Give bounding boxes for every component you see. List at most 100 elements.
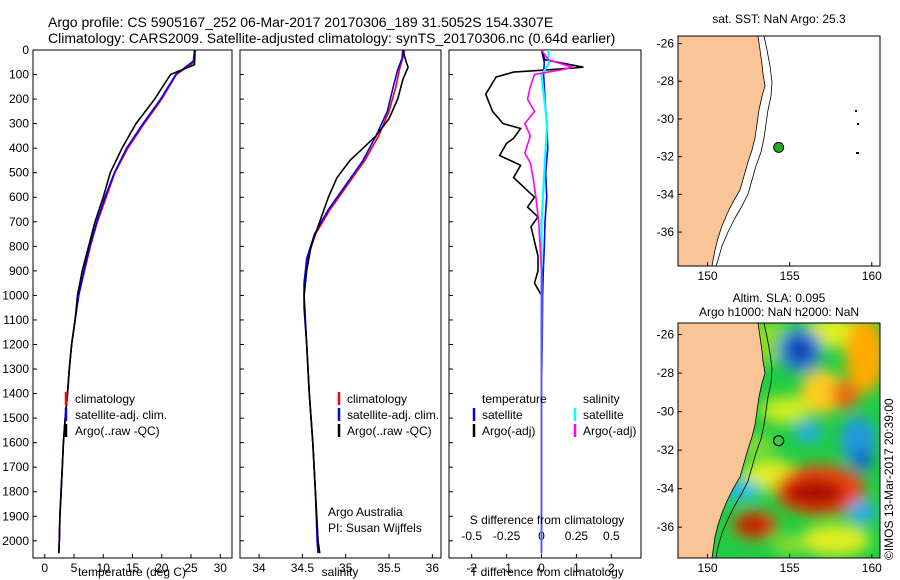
difference-panel-frame (448, 49, 642, 559)
credit-pi-name: PI: Susan Wijffels (328, 521, 422, 535)
depth-tick-label: 1500 (2, 411, 29, 425)
legend-s-satellite-label: satellite (583, 408, 624, 422)
legend-t-argo-label: Argo(-adj) (482, 424, 535, 438)
salinity-x-tick-label: 34.5 (291, 561, 315, 575)
difference-s-tick-label: 0.5 (603, 529, 620, 543)
depth-tick-label: 1600 (2, 436, 29, 450)
depth-tick-label: 200 (9, 92, 29, 106)
depth-tick-label: 1200 (2, 337, 29, 351)
depth-tick-label: 2000 (2, 534, 29, 548)
difference-s-tick-label: -0.5 (461, 529, 482, 543)
difference-top-label: S difference from climatology (470, 513, 625, 527)
sst-map-lat-tick-label: -26 (657, 37, 675, 51)
depth-tick-label: 600 (9, 190, 29, 204)
temperature-x-tick-label: 15 (126, 561, 140, 575)
salinity-panel-frame (239, 49, 442, 559)
legend-t-satellite-label: satellite (482, 408, 523, 422)
difference-s-tick-label: 0.25 (565, 529, 589, 543)
temperature-x-axis: 0 5 10 15 20 25 30 (41, 554, 227, 575)
temperature-x-tick-label: 25 (184, 561, 198, 575)
temperature-x-tick-label: 30 (214, 561, 228, 575)
difference-x-tick-label: -2 (466, 561, 477, 575)
salinity-x-label: salinity (322, 565, 359, 579)
depth-tick-label: 400 (9, 141, 29, 155)
legend-argo-label: Argo(..raw -QC) (347, 424, 432, 438)
difference-profile-lines (484, 50, 584, 554)
difference-x-tick-label: 2 (608, 561, 615, 575)
legend-salinity-title: salinity (583, 392, 620, 406)
depth-tick-label: 1000 (2, 288, 29, 302)
sst-map-lat-tick-label: -32 (657, 150, 675, 164)
sla-map-lat-tick-label: -28 (657, 366, 675, 380)
depth-tick-label: 1300 (2, 362, 29, 376)
difference-x-label: T difference from climatology (470, 565, 624, 579)
temperature-series-climatology (58, 50, 196, 554)
sst-map-land (678, 36, 766, 266)
difference-series-salinity-satellite (540, 50, 550, 554)
sla-map-lat-tick-label: -34 (657, 482, 675, 496)
sst-map-lon-tick-label: 155 (780, 269, 800, 283)
sla-map-title-1: Altim. SLA: 0.095 (733, 291, 826, 305)
depth-tick-label: 0 (22, 43, 29, 57)
difference-legend: temperature salinity satellite Argo(-adj… (472, 392, 636, 438)
legend-temperature-title: temperature (482, 392, 547, 406)
sst-map-shelf-contour (715, 36, 773, 266)
sst-map-lat-tick-label: -30 (657, 112, 675, 126)
temperature-series-argo-raw-qc- (58, 50, 196, 554)
depth-tick-label: 1900 (2, 509, 29, 523)
depth-tick-label: 1700 (2, 460, 29, 474)
figure-title-line-1: Argo profile: CS 5905167_252 06-Mar-2017… (48, 14, 553, 30)
salinity-series-climatology (303, 50, 406, 554)
difference-x-tick-label: 1 (573, 561, 580, 575)
figure-title-line-2: Climatology: CARS2009. Satellite-adjuste… (48, 30, 615, 46)
sla-map-lon-tick-label: 155 (780, 561, 800, 575)
imos-credit: ©IMOS 13-Mar-2017 20:39:00 (882, 398, 896, 560)
depth-tick-label: 800 (9, 239, 29, 253)
depth-tick-label: 500 (9, 166, 29, 180)
depth-tick-label: 1800 (2, 485, 29, 499)
sla-map-profile-marker (773, 435, 785, 447)
sla-map-land (678, 323, 766, 558)
salinity-series-argo-raw-qc- (303, 50, 409, 554)
difference-x-tick-label: -1 (501, 561, 512, 575)
salinity-x-tick-label: 35.5 (377, 561, 401, 575)
sst-map-lat-tick-label: -28 (657, 74, 675, 88)
difference-x-tick-label: 0 (538, 561, 545, 575)
legend-climatology-label: climatology (347, 392, 407, 406)
sst-map-frame (677, 35, 881, 267)
sla-map-lat-tick-label: -26 (657, 328, 675, 342)
sst-map-lat-tick-label: -36 (657, 225, 675, 239)
credit-argo-australia: Argo Australia (328, 505, 403, 519)
sla-map-lat-tick-label: -32 (657, 443, 675, 457)
sla-map-lat-tick-label: -36 (657, 520, 675, 534)
depth-tick-label: 100 (9, 68, 29, 82)
temperature-series-satellite-adj-clim- (58, 50, 196, 554)
salinity-x-tick-label: 35 (339, 561, 353, 575)
legend-s-argo-label: Argo(-adj) (583, 424, 636, 438)
legend-satellite-label: satellite-adj. clim. (75, 408, 167, 422)
temperature-x-tick-label: 0 (41, 561, 48, 575)
salinity-x-tick-label: 34 (252, 561, 266, 575)
temperature-x-label: temperature (deg C) (78, 565, 186, 579)
sst-map-axes: 150 155 160 -26 -28 -30 -32 -34 -36 (657, 37, 882, 283)
sst-map-island (857, 123, 859, 125)
sla-map-axes: 150 155 160 -26 -28 -30 -32 -34 -36 (657, 328, 882, 575)
depth-tick-label: 1400 (2, 387, 29, 401)
sla-map-area (678, 323, 880, 558)
depth-tick-label: 700 (9, 215, 29, 229)
temperature-x-tick-label: 5 (71, 561, 78, 575)
depth-tick-label: 1100 (3, 313, 29, 327)
sla-map-frame (677, 322, 881, 559)
salinity-profile-lines (303, 50, 409, 554)
temperature-x-tick-label: 10 (97, 561, 111, 575)
legend-climatology-label: climatology (75, 392, 135, 406)
difference-series-salinity-argo-adj- (523, 50, 576, 554)
temperature-legend: climatology satellite-adj. clim. Argo(..… (64, 392, 167, 438)
salinity-series-satellite-adj-clim- (303, 50, 404, 554)
sst-map-lon-tick-label: 160 (862, 269, 882, 283)
sst-map-lon-tick-label: 150 (698, 269, 718, 283)
difference-s-tick-label: -0.25 (493, 529, 521, 543)
salinity-legend: climatology satellite-adj. clim. Argo(..… (328, 392, 439, 535)
depth-tick-label: 900 (9, 264, 29, 278)
